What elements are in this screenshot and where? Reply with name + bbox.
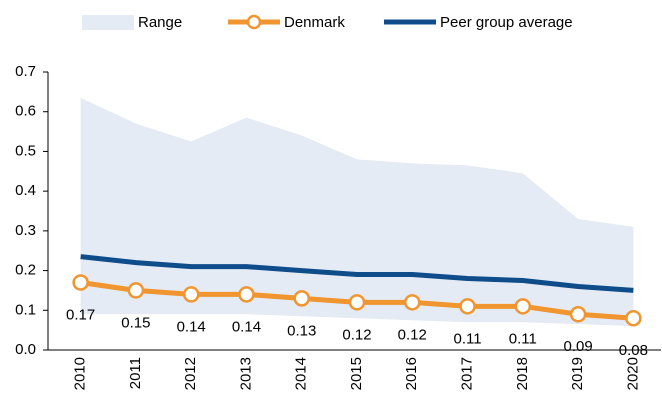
x-tick-label: 2016: [403, 357, 420, 390]
data-label: 0.12: [398, 326, 427, 343]
x-tick-label: 2012: [182, 357, 199, 390]
y-tick-label: 0.3: [15, 222, 36, 239]
data-label: 0.13: [287, 322, 316, 339]
x-tick-label: 2017: [459, 357, 476, 390]
legend-label: Peer group average: [440, 14, 573, 31]
data-label: 0.09: [563, 338, 592, 355]
data-label: 0.17: [66, 306, 95, 323]
x-tick-label: 2011: [127, 357, 144, 389]
y-tick-label: 0.2: [15, 262, 36, 279]
x-tick-label: 2018: [514, 357, 531, 390]
data-label: 0.08: [619, 342, 648, 359]
y-tick-label: 0.4: [15, 182, 36, 199]
y-tick-label: 0.5: [15, 142, 36, 159]
data-label: 0.12: [342, 326, 371, 343]
data-point: [625, 309, 642, 327]
legend-label: Range: [138, 14, 182, 31]
x-tick-label: 2014: [293, 357, 310, 390]
x-tick-label: 2015: [348, 357, 365, 390]
y-tick-label: 0.1: [15, 301, 36, 318]
data-label: 0.14: [177, 318, 206, 335]
data-label: 0.11: [453, 330, 481, 347]
data-point: [404, 294, 421, 311]
data-point: [348, 294, 366, 311]
legend-swatch: [82, 15, 134, 30]
x-tick-label: 2010: [72, 357, 89, 390]
data-point: [514, 298, 532, 315]
legend-item: Range: [82, 14, 182, 31]
y-tick-label: 0.7: [15, 63, 36, 80]
legend-label: Denmark: [284, 14, 345, 31]
data-label: 0.15: [121, 314, 150, 331]
data-point: [72, 274, 89, 291]
data-point: [569, 306, 587, 323]
series-line: [80, 254, 634, 293]
legend-item: Denmark: [228, 14, 345, 31]
x-tick-label: 2019: [569, 357, 586, 390]
data-point: [459, 298, 476, 315]
data-label: 0.14: [232, 318, 261, 335]
data-point: [182, 286, 200, 303]
legend-item: Peer group average: [384, 14, 573, 31]
x-tick-label: 2013: [237, 357, 254, 390]
data-point: [293, 290, 310, 307]
x-tick-label: 2020: [624, 357, 641, 390]
data-point: [238, 286, 255, 303]
legend-marker: [246, 14, 262, 30]
y-tick-label: 0.6: [15, 103, 36, 120]
y-tick-label: 0.0: [15, 341, 36, 358]
data-point: [127, 282, 145, 299]
data-label: 0.11: [509, 330, 537, 347]
